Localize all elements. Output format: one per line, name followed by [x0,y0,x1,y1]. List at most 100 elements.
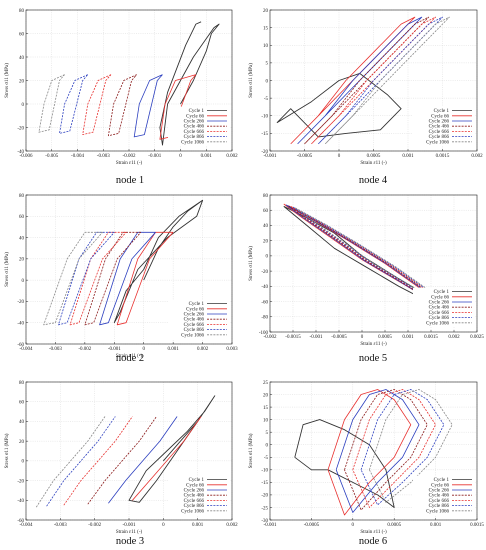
series-line-cycle-866 [318,16,443,145]
x-tick-label: -0.004 [20,523,33,528]
y-tick-label: -5 [264,456,269,461]
series-group [43,199,204,326]
panel-caption: node 3 [116,536,144,547]
series-line-cycle-1066 [43,231,103,326]
x-tick-label: -0.0005 [331,335,347,340]
legend-box [168,475,230,515]
y-tick-label: 40 [263,224,269,229]
y-tick-label: 40 [19,236,25,241]
y-tick-label: 0 [22,279,25,284]
series-group [38,21,220,146]
series-line-cycle-666 [311,16,437,145]
chart-panel-1: -0.006 -0.005 -0.004 -0.003 -0.002 -0.001 0 0.0… [5,9,238,186]
x-tick-label: 0.001 [192,523,204,528]
y-tick-label: 20 [19,440,25,445]
y-tick-label: 80 [19,381,25,386]
series-line-cycle-266 [297,16,423,145]
x-tick-label: 0.0015 [470,523,484,528]
x-tick-label: 0.002 [226,523,238,528]
x-tick-label: -0.001 [264,154,277,159]
x-tick-label: -0.006 [20,154,33,159]
legend-label: Cycle 1 [189,302,205,307]
x-tick-label: 0.0025 [470,335,484,340]
y-tick-label: 10 [263,418,269,423]
x-tick-label: -0.001 [148,154,161,159]
x-tick-label: -0.002 [78,347,91,352]
x-tick-label: -0.002 [123,154,136,159]
y-tick-label: -20 [17,479,24,484]
x-tick-label: -0.005 [45,154,58,159]
y-tick-label: 0 [266,79,269,84]
panel-caption: node 6 [359,536,387,547]
x-tick-label: 0.001 [168,347,180,352]
series-line-cycle-266 [108,416,178,504]
y-tick-label: -15 [261,132,268,137]
x-tick-label: 0 [179,154,182,159]
chart-panel-6: -0.001 -0.0005 0 0.0005 0.001 0.0015 -30 -25 -20… [249,381,484,547]
y-tick-label: -60 [17,343,24,348]
y-tick-label: -20 [261,494,268,499]
y-tick-label: 20 [19,79,25,84]
y-tick-label: -60 [17,519,24,524]
series-line-cycle-466 [87,416,157,505]
y-tick-label: -80 [261,316,268,321]
y-tick-label: 40 [19,420,25,425]
legend-label: Cycle 1066 [181,333,204,338]
y-tick-label: 5 [266,431,269,436]
legend-label: Cycle 866 [184,504,205,509]
legend-label: Cycle 266 [184,313,205,318]
y-tick-label: -15 [261,481,268,486]
x-axis-label: Strain ε11 (-) [360,342,387,347]
x-tick-label: -0.004 [71,154,84,159]
legend-label: Cycle 466 [429,494,450,499]
panel-caption: node 4 [359,175,388,186]
x-tick-label: 0.0015 [436,154,450,159]
chart-panel-3: -0.004 -0.003 -0.002 -0.001 0 0.001 0.002 0.003… [5,194,238,364]
legend-label: Cycle 1 [434,478,450,483]
y-axis-label: Stress σ11 (MPa) [5,433,10,468]
x-tick-label: 0.002 [197,347,209,352]
y-tick-label: 80 [263,194,269,199]
legend-label: Cycle 1 [434,290,450,295]
x-tick-label: 0.001 [430,523,442,528]
legend-label: Cycle 666 [184,130,205,135]
legend-box [413,106,475,146]
y-tick-label: -20 [17,300,24,305]
y-tick-label: -20 [17,126,24,131]
x-tick-label: 0 [338,154,341,159]
x-tick-label: -0.003 [49,347,62,352]
legend-label: Cycle 1 [189,109,205,114]
panel-caption: node 1 [116,175,144,186]
legend-label: Cycle 266 [184,489,205,494]
legend-label: Cycle 466 [429,125,450,130]
series-line-cycle-466 [304,16,430,145]
plot-frame [25,9,233,152]
x-tick-label: 0.0005 [387,523,401,528]
y-axis-label: Stress σ11 (MPa) [249,246,254,281]
series-line-cycle-66 [159,74,197,140]
legend-label: Cycle 266 [429,120,450,125]
x-tick-label: -0.001 [310,335,323,340]
y-axis-label: Stress σ11 (MPa) [249,63,254,98]
x-tick-label: 0.001 [402,335,414,340]
series-line-cycle-266 [133,74,163,138]
series-line-cycle-66 [327,389,412,516]
x-tick-label: 0 [352,523,355,528]
y-tick-label: -25 [261,506,268,511]
panel-caption: node 5 [359,353,387,364]
legend-label: Cycle 866 [184,328,205,333]
x-axis-label: Strain ε11 (-) [360,530,387,535]
y-tick-label: -10 [261,469,268,474]
legend-label: Cycle 66 [431,114,449,119]
y-tick-label: 60 [19,32,25,37]
y-tick-label: 15 [263,406,269,411]
x-tick-label: 0 [361,335,364,340]
legend-label: Cycle 1 [434,109,450,114]
legend-label: Cycle 66 [186,114,204,119]
series-line-cycle-666 [82,74,112,136]
